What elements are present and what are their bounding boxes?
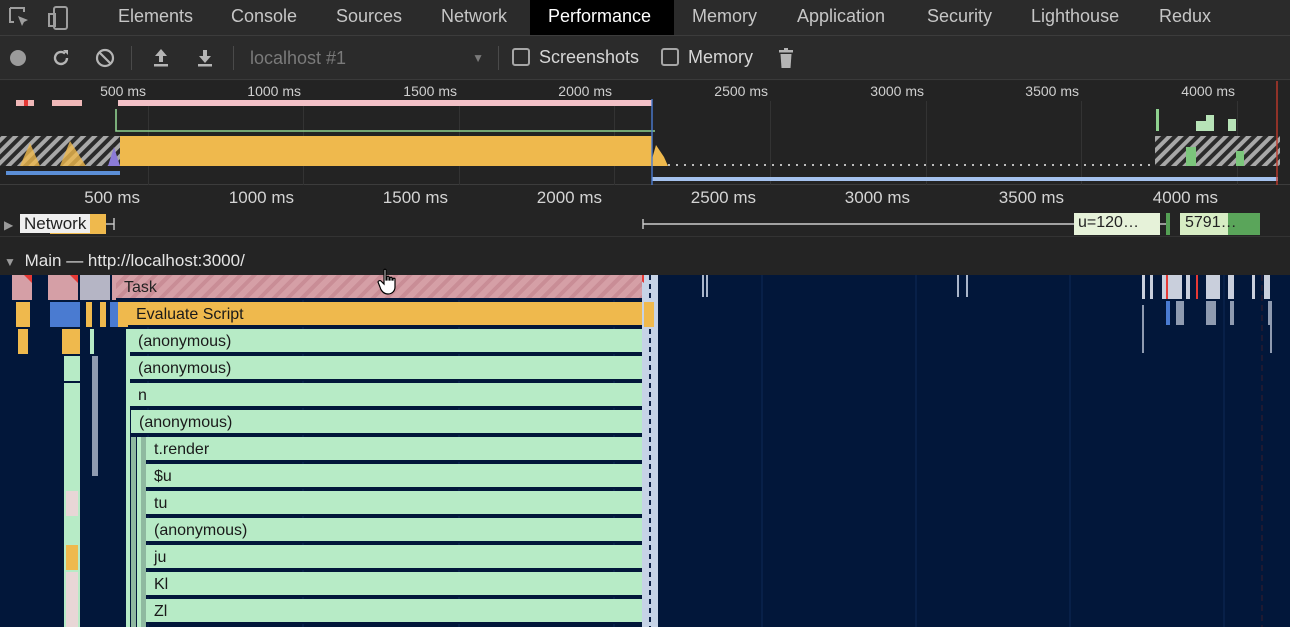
toolbar-divider [498,46,499,70]
flame-entry[interactable]: $u [146,464,642,489]
flame-entry[interactable]: (anonymous) [146,518,642,543]
flame-entry[interactable]: ju [146,545,642,570]
device-toolbar-icon[interactable] [46,4,74,32]
main-track-toggle[interactable]: ▼ Main — http://localhost:3000/ [4,251,245,271]
network-request[interactable]: 5791… [1185,214,1237,231]
flame-entry[interactable]: tu [146,491,642,516]
flame-entry[interactable]: n [130,383,642,408]
flame-entry[interactable]: Kl [146,572,642,597]
tab-lighthouse[interactable]: Lighthouse [1031,6,1120,26]
network-track-label: Network [19,214,91,233]
ruler-tick: 3000 ms [844,188,910,207]
clear-button[interactable] [93,46,117,70]
devtools-tab-bar: Elements Console Sources Network Perform… [0,0,1290,36]
overview-tick: 2500 ms [714,83,768,99]
tab-security[interactable]: Security [927,6,993,26]
record-button[interactable] [6,46,30,70]
ruler-tick: 3500 ms [998,188,1064,207]
tab-network[interactable]: Network [441,6,508,26]
target-select-value: localhost #1 [250,48,347,68]
flame-entry[interactable]: (anonymous) [130,356,642,381]
flame-entry[interactable]: Task [116,275,642,300]
chevron-down-icon: ▼ [472,51,484,65]
overview-tick: 2000 ms [558,83,612,99]
main-track-label: Main — http://localhost:3000/ [24,251,245,270]
save-profile-icon[interactable] [193,46,217,70]
overview-tick: 4000 ms [1181,83,1235,99]
overview-chart [0,81,1280,185]
overview-tick: 1000 ms [247,83,301,99]
tab-performance[interactable]: Performance [530,0,674,35]
memory-label: Memory [688,47,754,67]
main-thread-track[interactable]: ▼ Main — http://localhost:3000/ [0,248,1290,274]
network-track[interactable]: ▶ Network u=120… 5791… [0,211,1290,237]
flame-entry[interactable]: Evaluate Script [128,302,642,327]
overview-tick: 1500 ms [403,83,457,99]
ruler-tick: 500 ms [84,188,140,207]
performance-toolbar: localhost #1 ▼ Screenshots Memory [0,36,1290,80]
flame-entry[interactable]: (anonymous) [130,329,642,354]
ruler-tick: 2000 ms [536,188,602,207]
inspect-element-icon[interactable] [6,4,34,32]
ruler-tick: 1000 ms [228,188,294,207]
timeline-ruler: 500 ms 1000 ms 1500 ms 2000 ms 2500 ms 3… [0,185,1290,211]
trash-icon[interactable] [774,46,798,70]
tab-memory[interactable]: Memory [692,6,758,26]
network-request[interactable]: u=120… [1078,214,1139,231]
flame-chart-background [12,275,1272,627]
network-track-toggle[interactable]: ▶ Network [4,214,91,234]
overview-tick: 500 ms [100,83,146,99]
tab-redux[interactable]: Redux [1159,6,1212,26]
toolbar-divider [131,46,132,70]
ruler-tick: 4000 ms [1152,188,1218,207]
tab-application[interactable]: Application [797,6,886,26]
load-profile-icon[interactable] [149,46,173,70]
reload-profile-button[interactable] [49,46,73,70]
ruler-tick: 2500 ms [690,188,756,207]
timeline-overview[interactable]: 500 ms 1000 ms 1500 ms 2000 ms 2500 ms 3… [0,81,1290,185]
chevron-down-icon: ▼ [4,255,16,269]
ruler-tick: 1500 ms [382,188,448,207]
toolbar-divider [233,46,234,70]
screenshots-label: Screenshots [539,47,640,67]
overview-tick: 3500 ms [1025,83,1079,99]
tab-console[interactable]: Console [231,6,298,26]
hand-cursor-icon [377,268,396,295]
chevron-right-icon: ▶ [4,218,14,232]
target-select[interactable]: localhost #1 ▼ [250,46,490,70]
screenshots-checkbox[interactable] [512,48,530,66]
flame-entry[interactable]: t.render [146,437,642,462]
flame-entry[interactable]: Zl [146,599,642,624]
flame-entry[interactable]: (anonymous) [131,410,642,435]
memory-checkbox[interactable] [661,48,679,66]
overview-tick: 3000 ms [870,83,924,99]
flame-chart[interactable]: Task Evaluate Script (anonymous) (anonym… [0,275,1290,627]
tab-sources[interactable]: Sources [336,6,403,26]
tab-elements[interactable]: Elements [118,6,194,26]
